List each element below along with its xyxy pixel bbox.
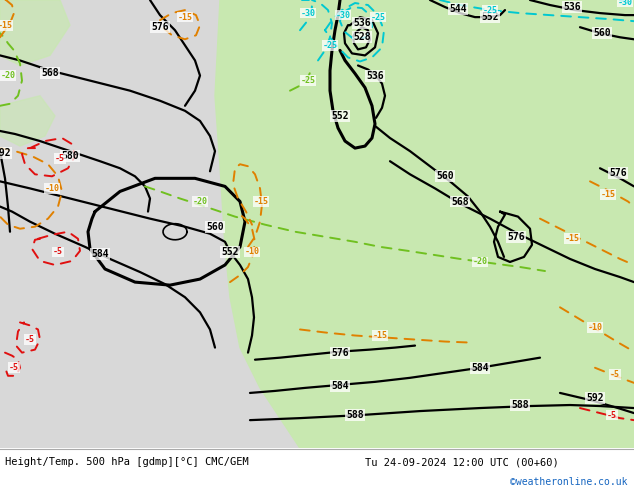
Text: 588: 588 — [511, 400, 529, 410]
Text: -25: -25 — [370, 13, 385, 22]
Text: 588: 588 — [346, 410, 364, 420]
Polygon shape — [215, 0, 634, 448]
Text: 592: 592 — [0, 148, 11, 158]
Polygon shape — [0, 96, 55, 146]
Text: 560: 560 — [436, 172, 454, 181]
Text: -30: -30 — [301, 9, 316, 18]
Text: 576: 576 — [609, 168, 627, 178]
Text: 536: 536 — [366, 71, 384, 80]
Text: -10: -10 — [588, 323, 602, 332]
Text: -20: -20 — [472, 257, 488, 267]
Polygon shape — [0, 0, 70, 66]
Text: 552: 552 — [481, 12, 499, 22]
Text: 536: 536 — [353, 18, 371, 28]
Text: 552: 552 — [221, 247, 239, 257]
Text: -5: -5 — [53, 247, 63, 256]
Text: 584: 584 — [91, 249, 109, 259]
Text: 576: 576 — [151, 22, 169, 32]
Text: -15: -15 — [178, 13, 193, 22]
Text: 584: 584 — [471, 363, 489, 373]
Text: 568: 568 — [451, 196, 469, 206]
Text: -20: -20 — [193, 197, 207, 206]
Text: Height/Temp. 500 hPa [gdmp][°C] CMC/GEM: Height/Temp. 500 hPa [gdmp][°C] CMC/GEM — [5, 457, 249, 467]
Text: -15: -15 — [0, 21, 13, 30]
Text: ©weatheronline.co.uk: ©weatheronline.co.uk — [510, 477, 628, 487]
Text: -5: -5 — [55, 154, 65, 163]
Text: -5: -5 — [610, 370, 620, 379]
Text: 576: 576 — [331, 347, 349, 358]
Text: 580: 580 — [61, 151, 79, 161]
Text: -30: -30 — [335, 11, 351, 20]
Text: Tu 24-09-2024 12:00 UTC (00+60): Tu 24-09-2024 12:00 UTC (00+60) — [365, 457, 559, 467]
Text: -25: -25 — [323, 41, 337, 50]
Text: 544: 544 — [449, 4, 467, 14]
Text: -5: -5 — [9, 363, 19, 372]
Text: -25: -25 — [301, 76, 316, 85]
Text: -10: -10 — [245, 247, 259, 256]
Text: -5: -5 — [607, 411, 617, 419]
Text: -15: -15 — [564, 234, 579, 243]
Text: 560: 560 — [593, 28, 611, 38]
Text: -15: -15 — [600, 190, 616, 199]
Text: 528: 528 — [353, 32, 371, 42]
Text: -15: -15 — [254, 197, 269, 206]
Polygon shape — [290, 0, 420, 96]
Text: -10: -10 — [44, 184, 60, 193]
Text: -5: -5 — [25, 335, 35, 344]
Text: 576: 576 — [507, 232, 525, 242]
Text: 568: 568 — [41, 68, 59, 77]
Text: 560: 560 — [206, 221, 224, 232]
Text: 552: 552 — [331, 111, 349, 121]
Text: -15: -15 — [373, 331, 387, 340]
Text: -20: -20 — [1, 71, 15, 80]
Text: 584: 584 — [331, 381, 349, 391]
Text: -30: -30 — [618, 0, 633, 6]
Text: 536: 536 — [563, 2, 581, 12]
Text: -25: -25 — [482, 5, 498, 15]
Text: 592: 592 — [586, 393, 604, 403]
